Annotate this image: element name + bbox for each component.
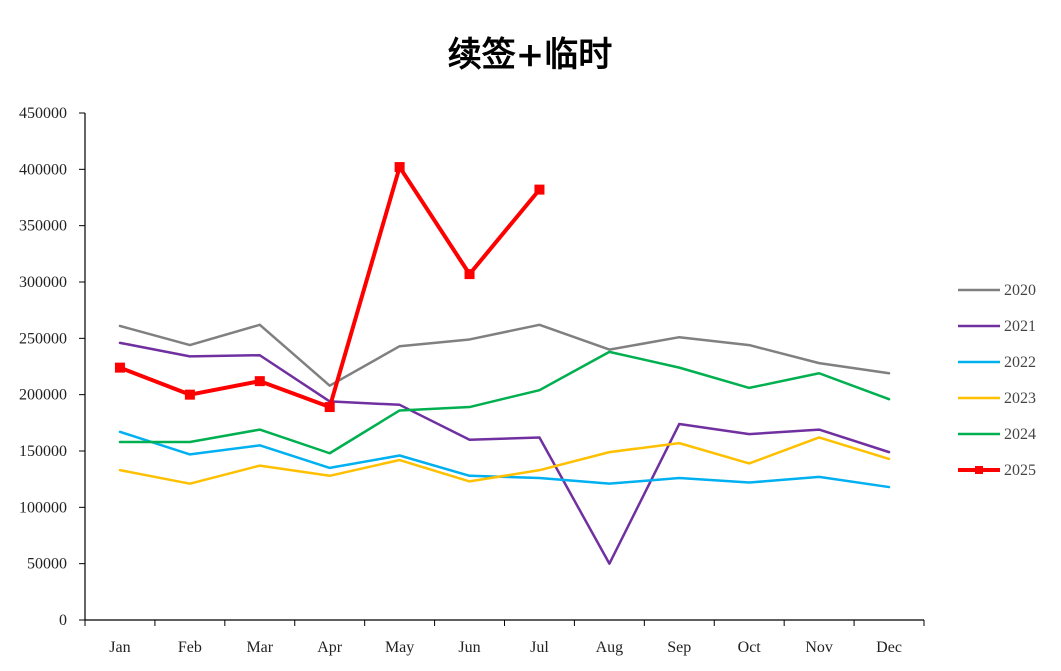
- legend: 2020 2021 2022 2023 2024 2025: [958, 282, 1036, 479]
- data-point-marker: [114, 362, 125, 373]
- legend-label: 2024: [1004, 426, 1036, 443]
- x-tick-label: Mar: [246, 639, 273, 656]
- legend-label: 2025: [1004, 462, 1036, 479]
- y-tick-label: 100000: [19, 499, 67, 516]
- series-2020: [118, 323, 891, 387]
- legend-item-2025: 2025: [958, 462, 1036, 479]
- series-line-2023: [118, 436, 891, 485]
- series-line-2021: [118, 341, 891, 565]
- series-2021: [118, 341, 891, 565]
- legend-item-2022: 2022: [958, 354, 1036, 371]
- x-tick-label: Jul: [530, 639, 549, 656]
- chart-title: 续签+临时: [448, 35, 613, 75]
- y-tick-label: 350000: [19, 218, 67, 235]
- x-tick-label: Dec: [876, 639, 902, 656]
- axes: 0 50000 100000 150000 200000 250000 300000 3500…: [19, 105, 925, 656]
- series-line-2025: [117, 165, 542, 410]
- legend-item-2021: 2021: [958, 318, 1036, 335]
- y-tick-label: 250000: [19, 330, 67, 347]
- y-tick-label: 300000: [19, 274, 67, 291]
- y-tick-label: 50000: [27, 556, 67, 573]
- data-point-marker: [184, 389, 195, 400]
- legend-label: 2020: [1004, 282, 1036, 299]
- y-tick-label: 200000: [19, 387, 67, 404]
- y-tick-label: 0: [59, 612, 67, 629]
- legend-label: 2021: [1004, 318, 1036, 335]
- legend-item-2020: 2020: [958, 282, 1036, 299]
- y-tick-label: 400000: [19, 161, 67, 178]
- series-2024: [118, 350, 891, 455]
- x-tick-label: May: [385, 639, 414, 656]
- series-line-2020: [118, 323, 891, 387]
- data-point-marker: [394, 162, 405, 173]
- legend-item-2024: 2024: [958, 426, 1036, 443]
- series-layer: [114, 162, 891, 565]
- series-line-2022: [118, 430, 891, 489]
- data-point-marker: [254, 376, 265, 387]
- series-2025: [114, 162, 545, 413]
- legend-marker: [975, 466, 983, 474]
- legend-item-2023: 2023: [958, 390, 1036, 407]
- x-tick-label: Nov: [805, 639, 833, 656]
- y-tick-label: 450000: [19, 105, 67, 122]
- x-tick-label: Jan: [109, 639, 130, 656]
- series-2023: [118, 436, 891, 485]
- x-tick-label: Feb: [178, 639, 202, 656]
- x-tick-label: Apr: [317, 639, 343, 656]
- x-tick-label: Sep: [667, 639, 691, 656]
- y-tick-label: 150000: [19, 443, 67, 460]
- series-line-2024: [118, 350, 891, 455]
- x-tick-label: Aug: [596, 639, 624, 656]
- data-point-marker: [464, 269, 475, 280]
- series-2022: [118, 430, 891, 489]
- x-tick-label: Oct: [738, 639, 762, 656]
- x-tick-label: Jun: [458, 639, 480, 656]
- legend-label: 2022: [1004, 354, 1036, 371]
- legend-label: 2023: [1004, 390, 1036, 407]
- data-point-marker: [324, 402, 335, 413]
- data-point-marker: [534, 184, 545, 195]
